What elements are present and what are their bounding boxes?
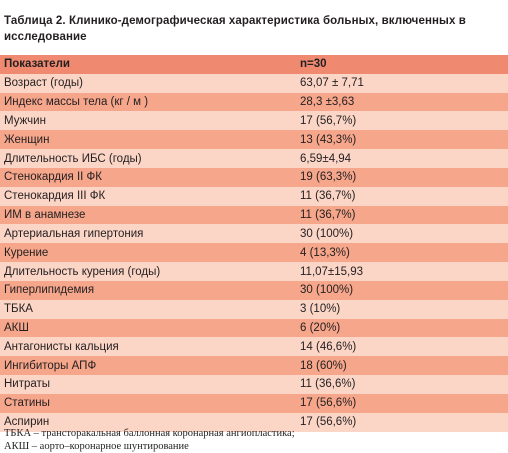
header-indicator-label: Показатели xyxy=(4,58,70,71)
row-label: Артериальная гипертония xyxy=(4,227,144,240)
row-value: 19 (63,3%) xyxy=(300,171,357,184)
row-label: Курение xyxy=(4,246,49,259)
table-header-row: Показатели n=30 xyxy=(0,55,508,74)
table-row: Индекс массы тела (кг / м ) 28,3 ±3,63 xyxy=(0,92,508,112)
row-value: 13 (43,3%) xyxy=(300,133,357,146)
table-row: Артериальная гипертония 30 (100%) xyxy=(0,224,508,244)
table-footnotes: ТБКА – транстоpакальная баллонная корона… xyxy=(4,427,504,453)
footnote-aksh: АКШ – аорто–коронарное шунтирование xyxy=(4,441,189,452)
row-label: Статины xyxy=(4,397,50,410)
row-label: Женщин xyxy=(4,133,50,146)
row-label: Стенокардия II ФК xyxy=(4,171,102,184)
row-label: ИМ в анамнезе xyxy=(4,209,86,222)
table-row: АКШ 6 (20%) xyxy=(0,318,508,338)
row-value: 17 (56,7%) xyxy=(300,114,357,127)
row-label: Ингибиторы АПФ xyxy=(4,359,97,372)
row-value: 28,3 ±3,63 xyxy=(300,96,355,109)
table-row: Ингибиторы АПФ 18 (60%) xyxy=(0,356,508,376)
table-row: ТБКА 3 (10%) xyxy=(0,299,508,319)
row-value: 17 (56,6%) xyxy=(300,416,357,429)
row-value: 4 (13,3%) xyxy=(300,246,350,259)
table-row: Мужчин 17 (56,7%) xyxy=(0,111,508,131)
row-label: Индекс массы тела (кг / м ) xyxy=(4,96,149,109)
row-label: Возраст (годы) xyxy=(4,77,83,90)
row-value: 6 (20%) xyxy=(300,322,341,334)
table-row: Стенокардия III ФК 11 (36,7%) xyxy=(0,186,508,206)
row-value: 11,07±15,93 xyxy=(300,265,364,278)
table-row: Стенокардия II ФК 19 (63,3%) xyxy=(0,167,508,187)
row-value: 6,59±4,94 xyxy=(300,152,352,165)
table-row: Возраст (годы) 63,07 ± 7,71 xyxy=(0,73,508,93)
row-label: АКШ xyxy=(4,322,29,334)
row-label: Аспирин xyxy=(4,416,50,429)
row-label: Мужчин xyxy=(4,114,46,127)
table-row: Гиперлипидемия 30 (100%) xyxy=(0,280,508,300)
table-row: ИМ в анамнезе 11 (36,7%) xyxy=(0,205,508,225)
table-row: Длительность ИБС (годы) 6,59±4,94 xyxy=(0,149,508,168)
table-row: Курение 4 (13,3%) xyxy=(0,243,508,263)
table-row: Длительность курения (годы) 11,07±15,93 xyxy=(0,262,508,281)
table-row: Аспирин 17 (56,6%) xyxy=(0,412,508,432)
footnote-tbka: ТБКА – транстоpакальная баллонная корона… xyxy=(4,428,295,439)
row-value: 63,07 ± 7,71 xyxy=(300,77,364,90)
row-label: ТБКА xyxy=(4,303,33,316)
row-value: 3 (10%) xyxy=(300,303,341,316)
table-row: Нитраты 11 (36,6%) xyxy=(0,375,508,394)
row-label: Антагонисты кальция xyxy=(4,340,119,353)
row-value: 18 (60%) xyxy=(300,359,347,372)
table-row: Статины 17 (56,6%) xyxy=(0,393,508,413)
characteristics-table: Показатели n=30 Возраст (годы) 63,07 ± 7… xyxy=(0,55,508,432)
row-label: Гиперлипидемия xyxy=(4,284,95,297)
row-label: Длительность ИБС (годы) xyxy=(4,152,142,165)
row-value: 11 (36,7%) xyxy=(300,190,356,203)
header-count-label: n=30 xyxy=(300,58,327,71)
row-value: 30 (100%) xyxy=(300,227,354,240)
row-value: 30 (100%) xyxy=(300,284,354,297)
row-value: 11 (36,6%) xyxy=(300,378,356,391)
row-label: Стенокардия III ФК xyxy=(4,190,106,203)
row-label: Нитраты xyxy=(4,378,51,391)
row-value: 11 (36,7%) xyxy=(300,209,356,222)
table-row: Женщин 13 (43,3%) xyxy=(0,130,508,150)
table-caption: Таблица 2. Клинико-демографическая харак… xyxy=(4,15,466,43)
table-row: Антагонисты кальция 14 (46,6%) xyxy=(0,337,508,357)
row-value: 17 (56,6%) xyxy=(300,397,357,410)
row-label: Длительность курения (годы) xyxy=(4,265,161,278)
row-value: 14 (46,6%) xyxy=(300,340,357,353)
